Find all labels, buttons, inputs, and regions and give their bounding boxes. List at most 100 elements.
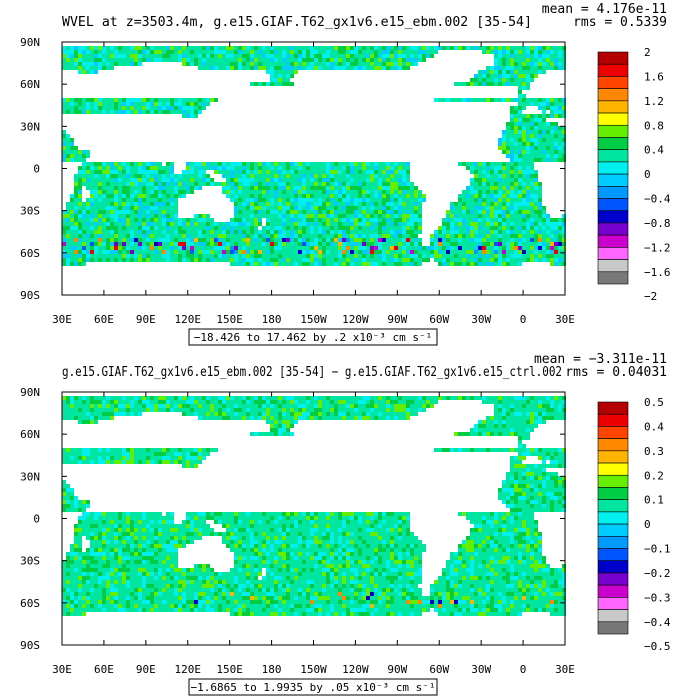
colorbar-bin: [597, 100, 629, 114]
colorbar-label: −0.2: [644, 567, 671, 580]
x-tick-label: 150W: [300, 313, 327, 326]
map-field: [61, 391, 566, 646]
y-tick-label: 30S: [20, 205, 40, 218]
colorbar-label: −0.8: [644, 217, 671, 230]
colorbar-bin: [597, 560, 629, 574]
range-label: −1.6865 to 1.9935 by .05 x10⁻³ cm s⁻¹: [190, 681, 435, 694]
colorbar-label: 2: [644, 46, 651, 59]
y-tick-label: 30S: [20, 555, 40, 568]
chart-title: g.e15.GIAF.T62_gx1v6.e15_ebm.002 [35-54]…: [62, 365, 562, 380]
x-tick-label: 150E: [216, 313, 243, 326]
colorbar-bin: [597, 222, 629, 236]
x-tick-label: 30E: [555, 313, 575, 326]
colorbar-bin: [597, 137, 629, 150]
y-tick-label: 90S: [20, 639, 40, 652]
colorbar-bin: [597, 112, 629, 126]
colorbar-bin: [597, 124, 629, 138]
colorbar-bin: [597, 149, 629, 163]
field-cells: [62, 46, 566, 266]
colorbar-bin: [597, 438, 629, 452]
colorbar-bin: [597, 51, 629, 65]
field-cells: [62, 396, 566, 616]
x-tick-label: 60W: [429, 663, 449, 676]
colorbar-label: −2: [644, 290, 657, 303]
x-tick-label: 180: [262, 313, 282, 326]
colorbar-bin: [597, 609, 629, 623]
colorbar-label: 0.4: [644, 144, 664, 157]
colorbar-label: −0.1: [644, 543, 671, 556]
colorbar: 0.5 0.4 0.3 0.2 0.1 0 −0.1 −0.2 −0.3 −0.4 −0.5: [597, 396, 671, 653]
colorbar-bin: [597, 161, 629, 175]
colorbar-label: 0: [644, 518, 651, 531]
x-tick-label: 30W: [471, 663, 491, 676]
x-tick-label: 30E: [52, 313, 72, 326]
colorbar-bin: [597, 584, 629, 598]
colorbar-bin: [597, 198, 629, 212]
colorbar-bin: [597, 548, 629, 562]
y-tick-label: 90N: [20, 36, 40, 49]
x-tick-label: 120W: [342, 663, 369, 676]
colorbar-label: 0.8: [644, 119, 664, 132]
y-tick-label: 60N: [20, 78, 40, 91]
colorbar-bin: [597, 271, 629, 285]
colorbar-label: −1.6: [644, 266, 671, 279]
x-tick-label: 90W: [387, 663, 407, 676]
y-tick-label: 0: [33, 163, 40, 176]
x-tick-label: 0: [520, 313, 527, 326]
x-tick-label: 0: [520, 663, 527, 676]
colorbar-label: −0.3: [644, 591, 671, 604]
x-tick-label: 30W: [471, 313, 491, 326]
colorbar-bin: [597, 450, 629, 464]
y-tick-label: 0: [33, 513, 40, 526]
colorbar-bin: [597, 426, 629, 439]
colorbar-label: −0.5: [644, 640, 671, 653]
range-label: −18.426 to 17.462 by .2 x10⁻³ cm s⁻¹: [194, 331, 432, 344]
x-tick-label: 120W: [342, 313, 369, 326]
colorbar-bin: [597, 462, 629, 476]
mean-stat: mean = −3.311e-11: [534, 352, 667, 367]
y-tick-label: 90S: [20, 289, 40, 302]
range-annotation: −18.426 to 17.462 by .2 x10⁻³ cm s⁻¹: [188, 328, 438, 346]
chart-panel-2: g.e15.GIAF.T62_gx1v6.e15_ebm.002 [35-54]…: [20, 352, 671, 696]
colorbar-label: −0.4: [644, 616, 671, 629]
colorbar-label: 1.6: [644, 70, 664, 83]
x-tick-label: 120E: [175, 313, 202, 326]
colorbar-bin: [597, 621, 629, 635]
x-tick-label: 30E: [555, 663, 575, 676]
colorbar-bin: [597, 597, 629, 610]
rms-stat: rms = 0.04031: [565, 365, 667, 380]
mean-stat: mean = 4.176e-11: [542, 2, 667, 17]
y-tick-label: 60S: [20, 597, 40, 610]
x-tick-label: 150E: [216, 663, 243, 676]
colorbar-bin: [597, 572, 629, 586]
x-tick-label: 90E: [136, 313, 156, 326]
colorbar-label: −0.4: [644, 193, 671, 206]
colorbar-bin: [597, 536, 629, 549]
range-annotation: −1.6865 to 1.9935 by .05 x10⁻³ cm s⁻¹: [188, 678, 438, 696]
colorbar-label: 0.2: [644, 469, 664, 482]
colorbar-label: 0.1: [644, 494, 664, 507]
x-tick-label: 60E: [94, 663, 114, 676]
chart-title: WVEL at z=3503.4m, g.e15.GIAF.T62_gx1v6.…: [62, 15, 532, 30]
colorbar-bin: [597, 511, 629, 525]
x-tick-label: 90E: [136, 663, 156, 676]
colorbar-bin: [597, 413, 629, 427]
colorbar-bin: [597, 487, 629, 500]
y-tick-label: 30N: [20, 470, 40, 483]
colorbar-label: 0: [644, 168, 651, 181]
x-tick-label: 120E: [175, 663, 202, 676]
colorbar: 2 1.6 1.2 0.8 0.4 0 −0.4 −0.8 −1.2 −1.6 −2: [597, 46, 671, 303]
colorbar-label: 1.2: [644, 95, 664, 108]
colorbar-bin: [597, 186, 629, 199]
colorbar-bin: [597, 76, 629, 89]
y-tick-label: 90N: [20, 386, 40, 399]
colorbar-bin: [597, 259, 629, 273]
x-tick-label: 60E: [94, 313, 114, 326]
colorbar-label: 0.5: [644, 396, 664, 409]
y-tick-label: 30N: [20, 120, 40, 133]
x-tick-label: 150W: [300, 663, 327, 676]
y-tick-label: 60N: [20, 428, 40, 441]
colorbar-bin: [597, 474, 629, 488]
colorbar-bin: [597, 63, 629, 77]
